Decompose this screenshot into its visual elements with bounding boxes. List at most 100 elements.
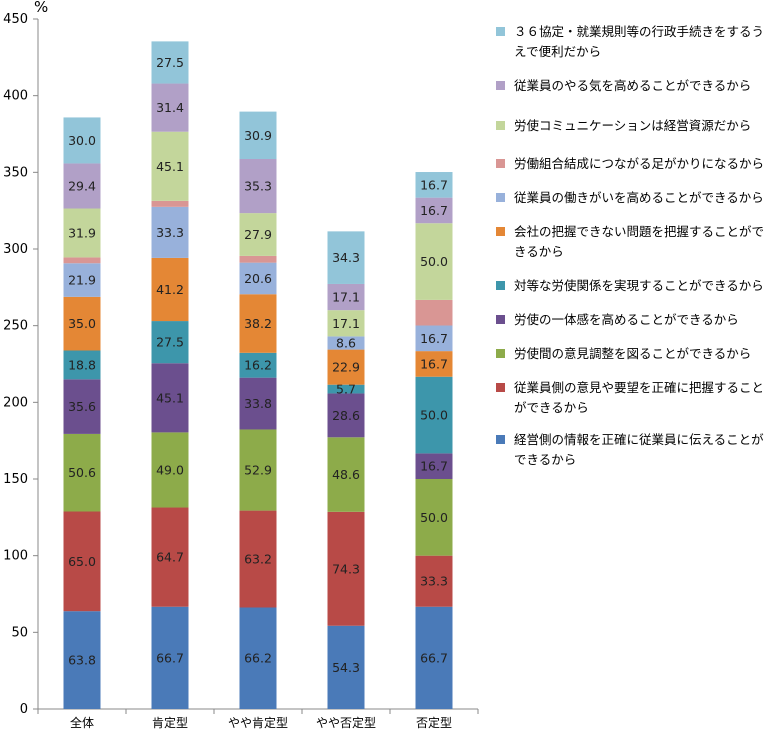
data-label: 74.3 [332, 561, 360, 576]
data-label: 27.9 [244, 227, 272, 242]
data-label: 66.7 [156, 650, 184, 665]
data-label: 66.7 [420, 650, 448, 665]
bar-segment [63, 379, 101, 434]
legend: ３６協定・就業規則等の行政手続きをするうえで便利だから従業員のやる気を高めること… [496, 22, 768, 470]
bar-segment [63, 257, 101, 264]
legend-swatch [496, 159, 505, 168]
y-tick-label: 250 [3, 319, 28, 334]
data-label: 49.0 [156, 462, 184, 477]
bar-segment [327, 393, 365, 438]
data-label: 38.2 [244, 316, 272, 331]
data-label: 5.7 [336, 382, 356, 397]
bar-segment [239, 607, 277, 709]
bar-segment [415, 606, 453, 709]
legend-item: 従業員側の意見や要望を正確に把握することができるから [496, 378, 768, 418]
legend-item: 労使コミュニケーションは経営資源だから [496, 116, 768, 136]
bar-segment [151, 206, 189, 258]
legend-swatch [496, 227, 505, 236]
legend-label: 会社の把握できない問題を把握することができるから [514, 224, 765, 259]
data-label: 52.9 [244, 463, 272, 478]
data-label: 34.3 [332, 250, 360, 265]
data-label: 50.6 [68, 465, 96, 480]
bar-segment [151, 131, 189, 201]
bar-segment [415, 325, 453, 352]
data-label: 31.4 [156, 100, 184, 115]
category-label: 全体 [70, 715, 94, 730]
data-label: 16.7 [420, 177, 448, 192]
bar-segment [151, 257, 189, 322]
legend-swatch [496, 81, 505, 90]
y-tick-label: 100 [3, 549, 28, 564]
y-tick-label: 450 [3, 12, 28, 27]
y-tick-label: 300 [3, 242, 28, 257]
legend-label: 従業員のやる気を高めることができるから [514, 78, 752, 93]
category-label: やや否定型 [316, 715, 376, 730]
bar-segment [415, 453, 453, 479]
data-label: 50.0 [420, 510, 448, 525]
data-label: 27.5 [156, 55, 184, 70]
y-tick-label: 50 [11, 625, 28, 640]
bar-segment [63, 511, 101, 612]
legend-swatch [496, 435, 505, 444]
data-label: 31.9 [68, 225, 96, 240]
bar-segment [327, 384, 365, 394]
bar-segment [415, 172, 453, 198]
legend-label: 対等な労使関係を実現することができるから [514, 278, 764, 293]
data-label: 45.1 [156, 159, 184, 174]
bar-segment [239, 429, 277, 511]
bar-segment [415, 376, 453, 454]
data-label: 16.7 [420, 203, 448, 218]
data-label: 45.1 [156, 390, 184, 405]
y-tick-label: 400 [3, 89, 28, 104]
data-label: 54.3 [332, 660, 360, 675]
data-label: 35.0 [68, 316, 96, 331]
legend-item: 従業員のやる気を高めることができるから [496, 76, 768, 96]
bar-segment [239, 255, 277, 263]
category-label: 肯定型 [152, 715, 188, 730]
data-label: 17.1 [332, 290, 360, 305]
bar-segment [415, 555, 453, 607]
legend-label: 労使コミュニケーションは経営資源だから [514, 118, 752, 133]
data-label: 65.0 [68, 554, 96, 569]
bar-segment [327, 349, 365, 385]
data-label: 18.8 [68, 357, 96, 372]
bar-segment [151, 606, 189, 709]
bar-segment [63, 263, 101, 297]
category-label: やや肯定型 [228, 715, 288, 730]
legend-item: ３６協定・就業規則等の行政手続きをするうえで便利だから [496, 22, 768, 62]
data-label: 30.0 [68, 133, 96, 148]
bar-segment [415, 351, 453, 377]
data-label: 16.7 [420, 356, 448, 371]
legend-swatch [496, 383, 505, 392]
bar-segment [63, 611, 101, 709]
data-label: 63.8 [68, 653, 96, 668]
data-label: 8.6 [336, 335, 356, 350]
y-tick-label: 150 [3, 472, 28, 487]
bar-segment [151, 507, 189, 607]
category-label: 否定型 [416, 715, 452, 730]
data-label: 16.7 [420, 459, 448, 474]
bar-segment [327, 437, 365, 512]
data-label: 48.6 [332, 467, 360, 482]
bar-segment [327, 336, 365, 350]
data-label: 35.3 [244, 179, 272, 194]
bar-segment [327, 625, 365, 709]
bar-segment [327, 310, 365, 337]
data-label: 64.7 [156, 550, 184, 565]
bar-segment [239, 213, 277, 256]
data-label: 63.2 [244, 552, 272, 567]
bar-segment [415, 197, 453, 224]
data-label: 20.6 [244, 271, 272, 286]
legend-label: 労使の一体感を高めることができるから [514, 312, 739, 327]
bar-segment [239, 294, 277, 353]
data-label: 17.1 [332, 316, 360, 331]
bar-segment [63, 296, 101, 351]
bar-segment [415, 223, 453, 300]
legend-item: 労働組合結成につながる足がかりになるから [496, 154, 768, 174]
legend-label: ３６協定・就業規則等の行政手続きをするうえで便利だから [514, 24, 765, 59]
bar-segment [415, 479, 453, 556]
bar-segment [63, 208, 101, 258]
data-label: 21.9 [68, 273, 96, 288]
data-label: 16.7 [420, 331, 448, 346]
bar-segment [239, 158, 277, 214]
